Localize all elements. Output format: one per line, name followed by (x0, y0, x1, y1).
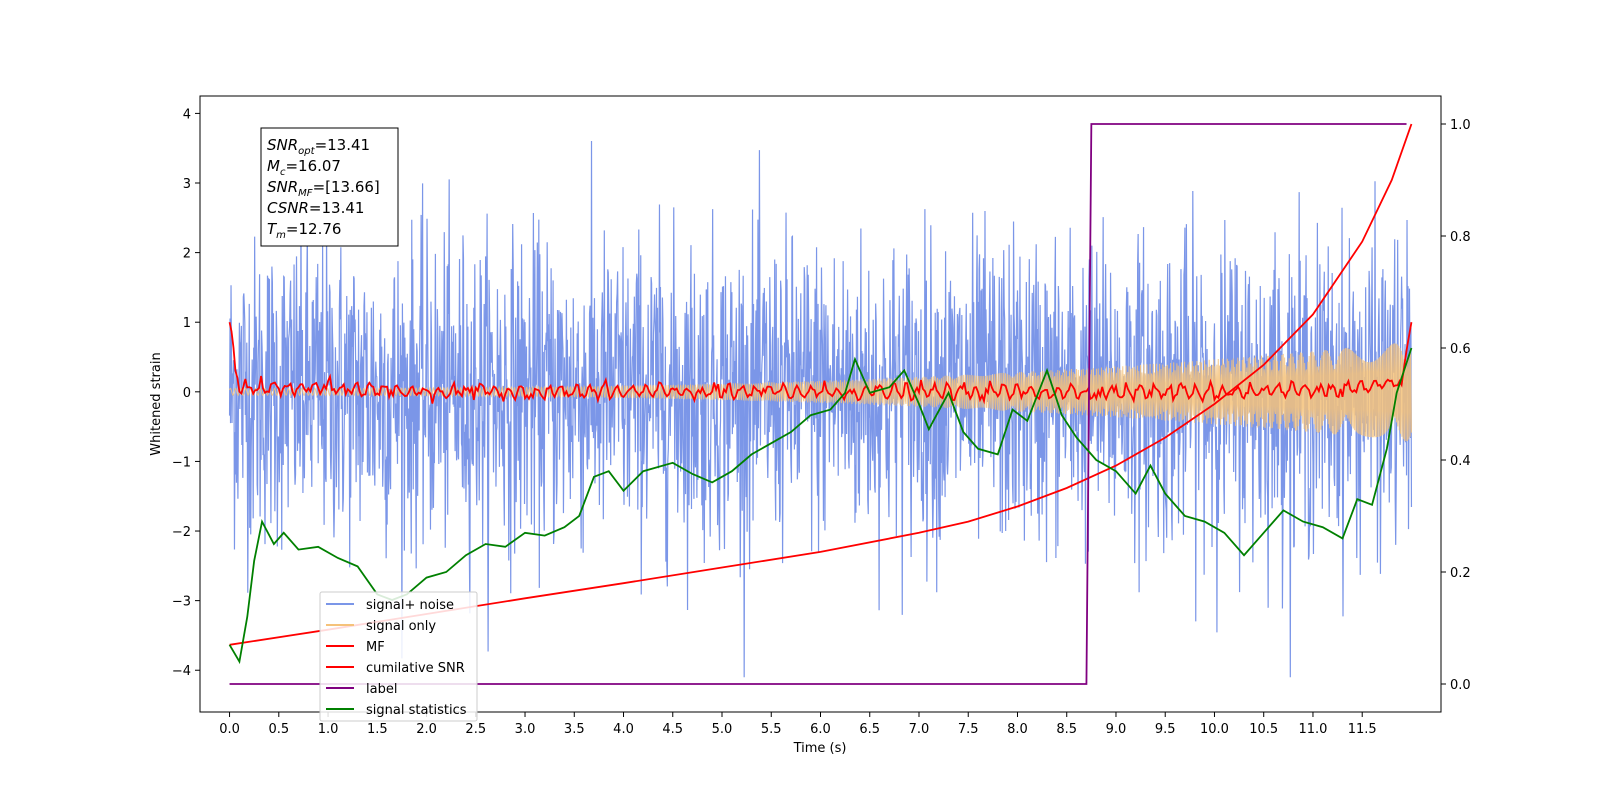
y-tick-label: 1 (183, 316, 191, 331)
stats-line: Mc=16.07 (267, 157, 341, 178)
y-tick-label: 2 (183, 247, 191, 262)
series-signal-only (229, 343, 1412, 442)
y2-tick-label: 0.2 (1450, 566, 1471, 581)
legend-label: MF (366, 640, 385, 655)
x-tick-label: 10.0 (1200, 722, 1229, 737)
x-tick-label: 0.5 (268, 722, 289, 737)
series-label (229, 123, 1407, 685)
x-tick-label: 7.5 (958, 722, 979, 737)
x-tick-label: 4.0 (613, 722, 634, 737)
x-tick-label: 8.0 (1007, 722, 1028, 737)
x-tick-label: 6.5 (859, 722, 880, 737)
x-tick-label: 5.0 (712, 722, 733, 737)
stats-line: SNRopt=13.41 (267, 136, 370, 157)
y2-tick-label: 0.0 (1450, 678, 1471, 693)
x-tick-label: 1.5 (367, 722, 388, 737)
y-tick-label: 4 (183, 107, 191, 122)
x-tick-label: 11.0 (1298, 722, 1327, 737)
x-axis-label: Time (s) (793, 741, 847, 756)
x-tick-label: 5.5 (761, 722, 782, 737)
x-tick-label: 10.5 (1249, 722, 1278, 737)
x-tick-label: 6.0 (810, 722, 831, 737)
y-axis-label: Whitened strain (149, 352, 164, 455)
x-tick-label: 8.5 (1056, 722, 1077, 737)
x-tick-label: 2.5 (465, 722, 486, 737)
y-tick-label: −3 (172, 595, 191, 610)
y-tick-label: −4 (172, 664, 191, 679)
y2-tick-label: 0.8 (1450, 230, 1471, 245)
y2-tick-label: 1.0 (1450, 118, 1471, 133)
series-signal-noise (228, 141, 1413, 678)
stats-line: Tm=12.76 (267, 220, 341, 241)
legend-label: label (366, 682, 397, 697)
series-mf (228, 322, 1413, 405)
x-tick-label: 3.0 (515, 722, 536, 737)
y-tick-label: 3 (183, 177, 191, 192)
x-tick-label: 1.0 (318, 722, 339, 737)
stats-line: CSNR=13.41 (267, 199, 364, 217)
x-tick-label: 3.5 (564, 722, 585, 737)
legend: signal+ noise signal only MF cumilative SNR… (319, 591, 478, 722)
legend-label: signal+ noise (366, 598, 454, 613)
stats-line: SNRMF=[13.66] (267, 178, 380, 199)
stats-annotation-box: SNRopt=13.41Mc=16.07SNRMF=[13.66]CSNR=13… (260, 127, 399, 247)
x-tick-label: 0.0 (219, 722, 240, 737)
legend-label: signal only (366, 619, 436, 634)
legend-frame (319, 591, 478, 722)
x-tick-label: 2.0 (416, 722, 437, 737)
y2-tick-label: 0.6 (1450, 342, 1471, 357)
x-tick-label: 7.0 (909, 722, 930, 737)
series-cumilative-snr (229, 123, 1413, 646)
y-tick-label: −1 (172, 455, 191, 470)
y2-tick-label: 0.4 (1450, 454, 1471, 469)
x-tick-label: 4.5 (662, 722, 683, 737)
y-tick-label: −2 (172, 525, 191, 540)
legend-label: signal statistics (366, 703, 467, 718)
y-tick-label: 0 (183, 386, 191, 401)
x-tick-label: 11.5 (1348, 722, 1377, 737)
legend-label: cumilative SNR (366, 661, 465, 676)
x-tick-label: 9.0 (1106, 722, 1127, 737)
stats-box-frame (260, 127, 399, 247)
x-tick-label: 9.5 (1155, 722, 1176, 737)
